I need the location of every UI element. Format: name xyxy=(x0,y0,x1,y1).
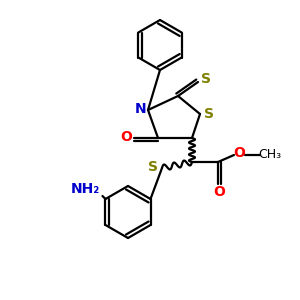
Text: CH₃: CH₃ xyxy=(258,148,282,161)
Text: O: O xyxy=(213,185,225,199)
Text: S: S xyxy=(148,160,158,174)
Text: N: N xyxy=(135,102,147,116)
Text: S: S xyxy=(201,72,211,86)
Text: S: S xyxy=(204,107,214,121)
Text: O: O xyxy=(120,130,132,144)
Text: NH₂: NH₂ xyxy=(71,182,100,196)
Text: O: O xyxy=(233,146,245,160)
